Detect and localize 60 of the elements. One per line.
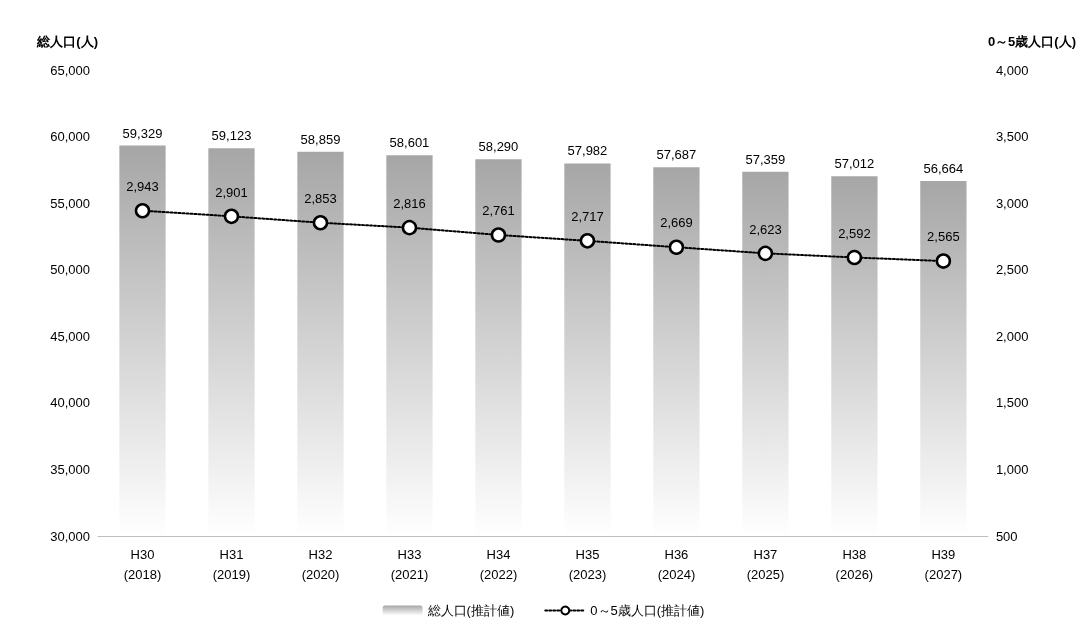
data-label: 2,816 (393, 195, 426, 211)
data-label: 58,290 (478, 139, 519, 155)
x-tick-label: H38 (2026) (835, 546, 874, 582)
y-tick-label: 60,000 (50, 129, 90, 145)
point (579, 233, 596, 249)
data-label: 57,982 (567, 143, 608, 159)
data-label: 2,761 (482, 203, 515, 219)
y2-tick-label: 2,500 (995, 262, 1029, 278)
point (490, 227, 507, 243)
x-tick-label: H32 (2020) (301, 546, 340, 582)
x-tick-label: H34 (2022) (479, 546, 518, 582)
x-tick-label: H39 (2027) (924, 546, 963, 582)
data-label: 2,853 (304, 190, 337, 206)
point (223, 208, 240, 225)
point (134, 202, 151, 219)
data-label: 2,592 (838, 225, 871, 241)
x-tick-label: H36 (2024) (657, 546, 696, 582)
x-tick-label: H30 (2018) (123, 546, 162, 582)
y2-tick-label: 3,500 (995, 129, 1029, 145)
point (846, 249, 863, 266)
y-tick-label: 30,000 (50, 528, 90, 544)
x-tick-label: H31 (2019) (212, 546, 251, 582)
data-label: 56,664 (923, 160, 964, 176)
y-tick-label: 65,000 (50, 62, 90, 78)
data-label: 59,123 (211, 128, 252, 144)
x-tick-label: H33 (2021) (390, 546, 429, 582)
y-tick-label: 45,000 (50, 328, 90, 344)
y-tick-label: 35,000 (50, 461, 90, 477)
y-tick-label: 55,000 (50, 195, 90, 211)
legend-label: 総人口(推計値) (426, 603, 515, 618)
legend-label: 0～5歳人口(推計値) (590, 603, 705, 618)
y-axis-title: 総人口(人) (36, 34, 98, 49)
y2-tick-label: 4,000 (995, 62, 1029, 78)
y-tick-label: 40,000 (50, 395, 90, 411)
x-tick-label: H37 (2025) (746, 546, 785, 582)
y2-tick-label: 1,000 (995, 461, 1029, 477)
data-label: 2,565 (927, 229, 960, 245)
data-label: 57,012 (834, 156, 875, 172)
data-label: 2,717 (571, 209, 604, 225)
data-label: 58,859 (300, 131, 341, 147)
point (935, 253, 952, 269)
point (401, 219, 418, 236)
data-label: 2,623 (749, 221, 782, 237)
y2-axis-title: 0～5歳人口(人) (987, 34, 1077, 49)
data-label: 58,601 (389, 135, 430, 151)
y2-tick-label: 3,000 (995, 195, 1029, 211)
data-label: 57,359 (745, 151, 786, 167)
data-label: 57,687 (656, 147, 697, 163)
data-label: 2,901 (215, 184, 248, 200)
data-label: 2,669 (660, 215, 693, 231)
point (668, 239, 685, 255)
y2-tick-label: 1,500 (995, 395, 1029, 411)
point (312, 214, 329, 231)
data-label: 2,943 (126, 178, 159, 194)
y2-tick-label: 500 (995, 528, 1018, 544)
y-tick-label: 50,000 (50, 262, 90, 278)
point (757, 245, 774, 262)
y2-tick-label: 2,000 (995, 328, 1029, 344)
data-label: 59,329 (122, 125, 163, 141)
x-tick-label: H35 (2023) (568, 546, 607, 582)
